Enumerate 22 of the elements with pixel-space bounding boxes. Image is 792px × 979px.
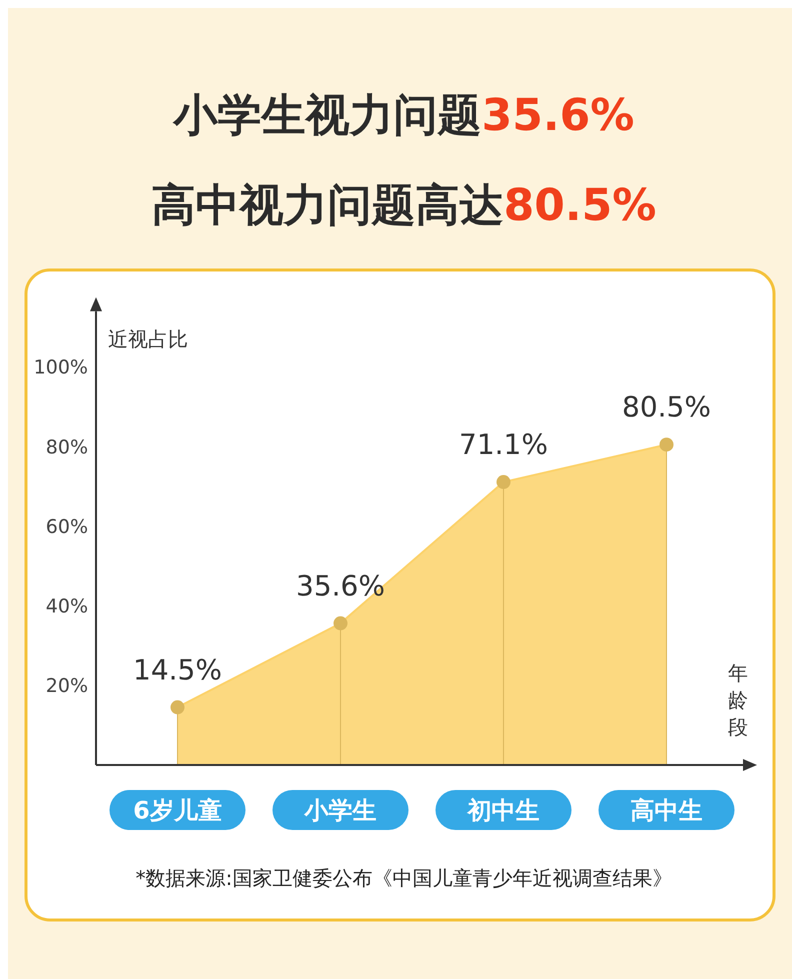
point — [334, 616, 348, 630]
data-label: 14.5% — [133, 653, 222, 686]
y-tick-label: 100% — [34, 356, 88, 379]
x-tick-label: 高中生 — [630, 796, 702, 824]
chart-title: 小学生视力问题35.6% — [172, 90, 634, 141]
point — [170, 700, 184, 714]
y-tick-label: 40% — [46, 595, 88, 618]
x-tick-label: 6岁儿童 — [133, 796, 222, 824]
y-tick-label: 60% — [46, 516, 88, 538]
x-tick-label: 小学生 — [304, 796, 376, 824]
point — [660, 438, 674, 452]
y-tick-label: 80% — [46, 436, 88, 458]
text: *数据来源:国家卫健委公布《中国儿童青少年近视调查结果》 — [136, 866, 672, 890]
data-label: 80.5% — [622, 390, 711, 424]
data-label: 71.1% — [459, 428, 548, 462]
y-tick-label: 20% — [46, 675, 88, 698]
y-axis-title: 近视占比 — [108, 327, 188, 351]
data-label: 35.6% — [296, 569, 385, 602]
point — [496, 475, 510, 490]
x-axis-title: 年龄段 — [728, 661, 748, 739]
x-tick-label: 初中生 — [466, 796, 540, 824]
chart-subtitle: 高中视力问题高达80.5% — [152, 180, 656, 231]
